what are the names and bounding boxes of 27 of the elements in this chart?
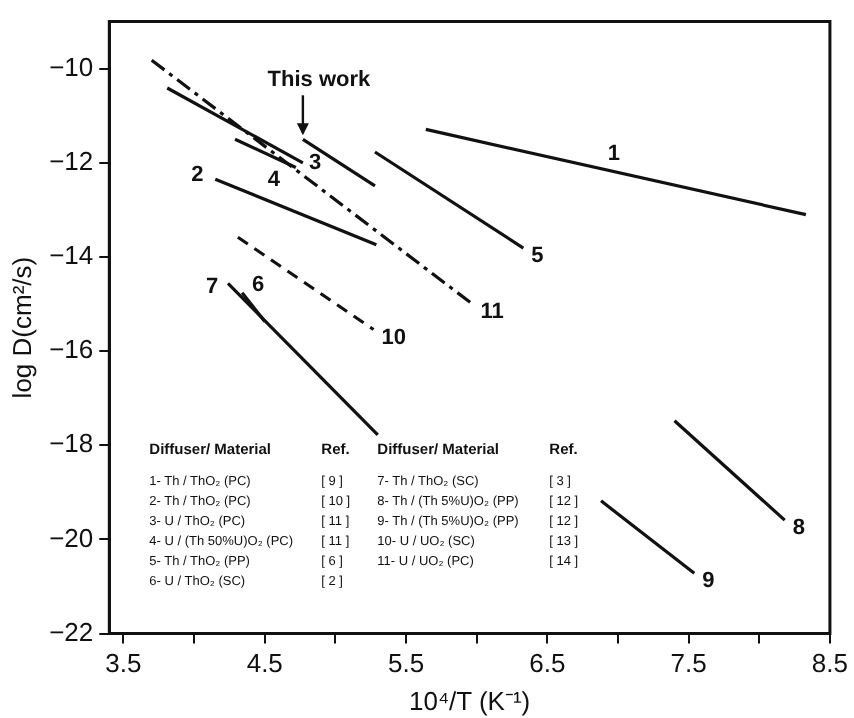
x-tick-label: 8.5 [811, 648, 849, 679]
x-tick-label: 3.5 [105, 648, 142, 679]
series-label: 9 [702, 569, 715, 594]
y-tick-label: −22 [49, 616, 94, 647]
y-tick-label: −20 [49, 522, 94, 553]
x-tick-label: 6.5 [529, 648, 566, 679]
series-label: 1 [607, 142, 621, 167]
series-label: 5 [531, 244, 544, 269]
y-tick-label: −10 [49, 51, 94, 82]
y-tick-label: −12 [49, 145, 94, 176]
legend-label: 3 [308, 150, 322, 175]
x-axis-title: 10⁴/T (K⁻¹) [408, 685, 531, 716]
series-label: 11 [480, 300, 504, 325]
series-label: 4 [267, 167, 282, 192]
series-label: 6 [252, 272, 265, 297]
series-label: 10 [381, 325, 407, 350]
x-tick-label: 7.5 [670, 648, 707, 679]
x-tick-label: 4.5 [246, 648, 283, 679]
series-label: 7 [205, 275, 219, 300]
y-tick-label: −16 [49, 334, 94, 365]
y-tick-label: −14 [49, 240, 94, 271]
x-tick-label: 5.5 [387, 648, 425, 679]
y-tick-label: −18 [49, 428, 94, 459]
y-axis-title: log D(cm²/s) [6, 256, 37, 399]
series-label: 2 [191, 163, 204, 188]
annotation: This work [267, 68, 372, 93]
series-label: 8 [792, 516, 805, 541]
